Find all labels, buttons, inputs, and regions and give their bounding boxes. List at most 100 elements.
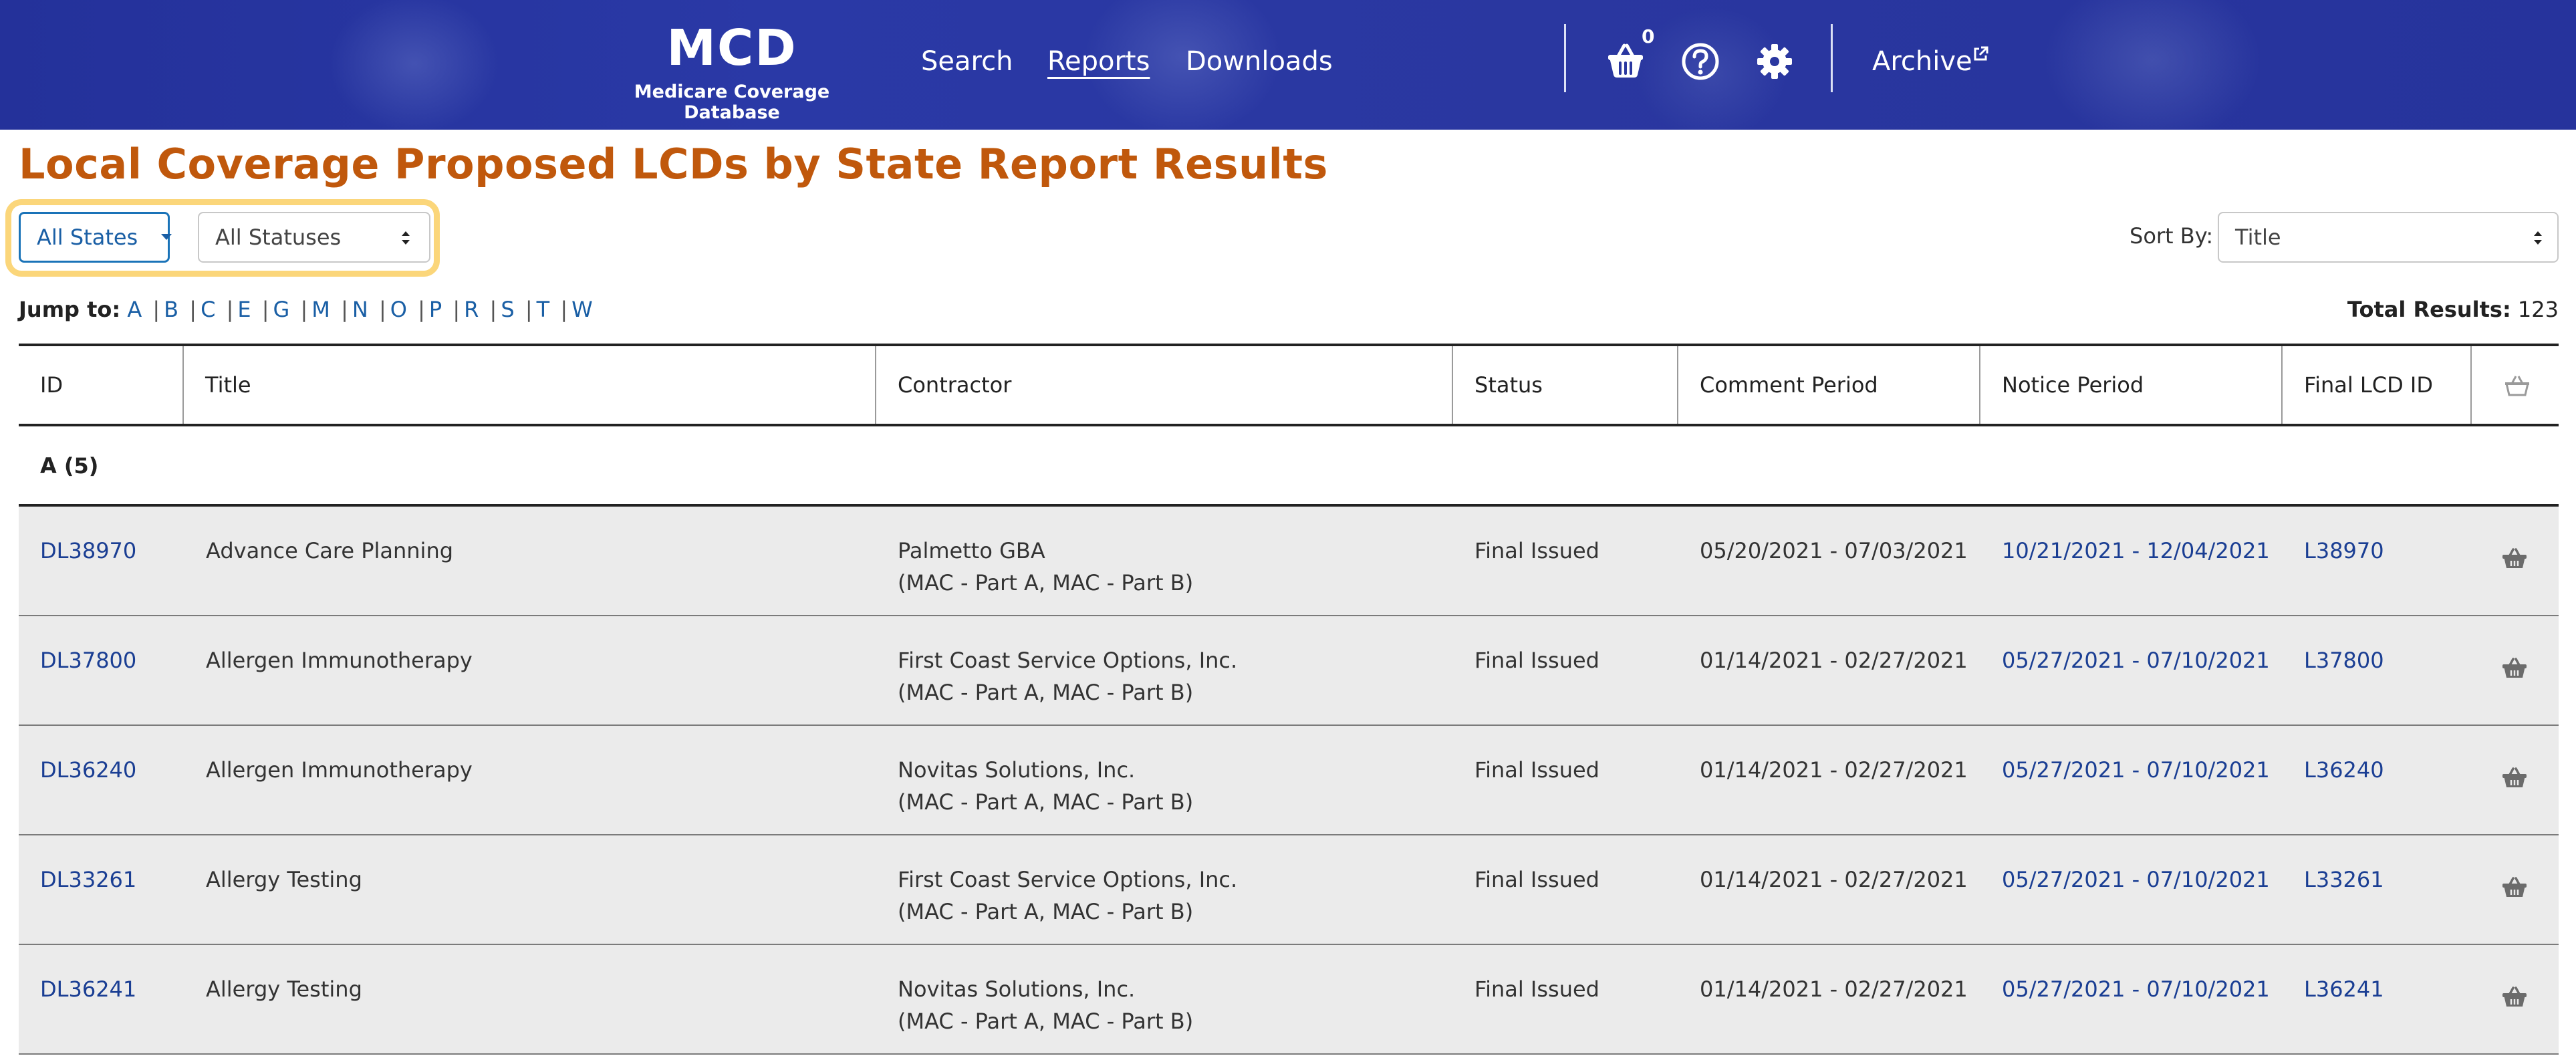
states-label: All States bbox=[37, 225, 138, 250]
basket-header-icon bbox=[2505, 376, 2529, 396]
filter-highlight bbox=[5, 199, 440, 277]
group-label: A (5) bbox=[40, 453, 99, 479]
final-lcd-link[interactable]: L33261 bbox=[2304, 867, 2384, 892]
notice-period-link[interactable]: 10/21/2021 - 12/04/2021 bbox=[2002, 538, 2270, 563]
notice-period-link[interactable]: 05/27/2021 - 07/10/2021 bbox=[2002, 976, 2270, 1002]
cart-icon[interactable] bbox=[1604, 40, 1647, 83]
contractor-name: First Coast Service Options, Inc. bbox=[898, 648, 1238, 673]
jump-letter-r[interactable]: R bbox=[464, 297, 479, 322]
contractor-cell: First Coast Service Options, Inc. (MAC -… bbox=[898, 864, 1237, 928]
jump-letter-b[interactable]: B bbox=[164, 297, 179, 322]
jump-letters: A | B | C | E | G | M | N | O | P | R | S | T | W bbox=[127, 297, 592, 322]
jump-letter-c[interactable]: C bbox=[201, 297, 216, 322]
jump-letter-e[interactable]: E bbox=[237, 297, 251, 322]
lcd-id-link[interactable]: DL38970 bbox=[40, 538, 137, 563]
contractor-cell: Novitas Solutions, Inc. (MAC - Part A, M… bbox=[898, 754, 1193, 818]
col-comment-period[interactable]: Comment Period bbox=[1678, 346, 1980, 424]
caret-down-icon bbox=[161, 234, 172, 240]
col-contractor[interactable]: Contractor bbox=[876, 346, 1453, 424]
jump-separator: | bbox=[525, 297, 533, 322]
cart-count-badge: 0 bbox=[1642, 25, 1655, 47]
jump-letter-o[interactable]: O bbox=[390, 297, 407, 322]
contractor-name: First Coast Service Options, Inc. bbox=[898, 867, 1238, 892]
logo-title: MCD bbox=[666, 19, 797, 77]
final-lcd-link[interactable]: L36241 bbox=[2304, 976, 2384, 1002]
notice-period-link[interactable]: 05/27/2021 - 07/10/2021 bbox=[2002, 757, 2270, 783]
add-to-basket-icon[interactable] bbox=[2501, 547, 2528, 571]
lcd-id-link[interactable]: DL36241 bbox=[40, 976, 137, 1002]
comment-period: 01/14/2021 - 02/27/2021 bbox=[1700, 648, 1968, 673]
jump-separator: | bbox=[226, 297, 234, 322]
final-lcd-link[interactable]: L37800 bbox=[2304, 648, 2384, 673]
jump-to-bar: Jump to: A | B | C | E | G | M | N | O | P | R | S… bbox=[19, 297, 593, 322]
all-states-dropdown[interactable]: All States bbox=[19, 212, 172, 263]
status-text: Final Issued bbox=[1474, 648, 1599, 673]
col-title[interactable]: Title bbox=[184, 346, 876, 424]
comment-period: 01/14/2021 - 02/27/2021 bbox=[1700, 867, 1968, 892]
notice-period-link[interactable]: 05/27/2021 - 07/10/2021 bbox=[2002, 867, 2270, 892]
jump-letter-m[interactable]: M bbox=[311, 297, 330, 322]
table-body: DL38970 Advance Care Planning Palmetto G… bbox=[19, 507, 2559, 1055]
lcd-title: Allergen Immunotherapy bbox=[206, 757, 473, 783]
sort-by-label: Sort By: bbox=[2130, 223, 2214, 249]
col-status[interactable]: Status bbox=[1453, 346, 1678, 424]
sort-by-select[interactable]: Title bbox=[2218, 212, 2559, 263]
jump-separator: | bbox=[261, 297, 269, 322]
jump-separator: | bbox=[341, 297, 348, 322]
jump-letter-t[interactable]: T bbox=[536, 297, 550, 322]
col-final-lcd-id[interactable]: Final LCD ID bbox=[2283, 346, 2472, 424]
lcd-id-link[interactable]: DL36240 bbox=[40, 757, 137, 783]
total-label: Total Results: bbox=[2347, 297, 2511, 322]
mcd-logo[interactable]: MCD Medicare Coverage Database bbox=[595, 20, 869, 123]
add-to-basket-icon[interactable] bbox=[2501, 985, 2528, 1009]
jump-letter-p[interactable]: P bbox=[428, 297, 442, 322]
total-results: Total Results: 123 bbox=[2347, 297, 2559, 322]
jump-separator: | bbox=[489, 297, 497, 322]
col-notice-period[interactable]: Notice Period bbox=[1980, 346, 2283, 424]
archive-link[interactable]: Archive bbox=[1872, 46, 1972, 77]
site-header: MCD Medicare Coverage Database Search Re… bbox=[0, 0, 2576, 130]
add-to-basket-icon[interactable] bbox=[2501, 656, 2528, 680]
jump-letter-w[interactable]: W bbox=[571, 297, 593, 322]
contractor-cell: Novitas Solutions, Inc. (MAC - Part A, M… bbox=[898, 973, 1193, 1037]
total-value: 123 bbox=[2517, 297, 2559, 322]
lcd-id-link[interactable]: DL33261 bbox=[40, 867, 137, 892]
jump-letter-n[interactable]: N bbox=[352, 297, 368, 322]
jump-separator: | bbox=[453, 297, 461, 322]
page-title: Local Coverage Proposed LCDs by State Re… bbox=[19, 140, 1328, 188]
nav-reports[interactable]: Reports bbox=[1047, 46, 1150, 77]
nav-search[interactable]: Search bbox=[921, 46, 1013, 77]
gear-icon[interactable] bbox=[1753, 40, 1796, 83]
col-cart bbox=[2472, 346, 2559, 424]
help-icon[interactable] bbox=[1679, 40, 1722, 83]
notice-period-link[interactable]: 05/27/2021 - 07/10/2021 bbox=[2002, 648, 2270, 673]
jump-letter-g[interactable]: G bbox=[273, 297, 290, 322]
jump-letter-a[interactable]: A bbox=[127, 297, 142, 322]
status-text: Final Issued bbox=[1474, 538, 1599, 563]
final-lcd-link[interactable]: L38970 bbox=[2304, 538, 2384, 563]
add-to-basket-icon[interactable] bbox=[2501, 766, 2528, 790]
final-lcd-link[interactable]: L36240 bbox=[2304, 757, 2384, 783]
comment-period: 01/14/2021 - 02/27/2021 bbox=[1700, 757, 1968, 783]
table-row: DL38970 Advance Care Planning Palmetto G… bbox=[19, 507, 2559, 616]
jump-separator: | bbox=[300, 297, 308, 322]
jump-letter-s[interactable]: S bbox=[501, 297, 515, 322]
external-link-icon bbox=[1974, 46, 1988, 61]
header-divider bbox=[1564, 24, 1566, 92]
jump-label: Jump to: bbox=[19, 297, 121, 322]
status-text: Final Issued bbox=[1474, 757, 1599, 783]
contractor-type: (MAC - Part A, MAC - Part B) bbox=[898, 570, 1194, 596]
add-to-basket-icon[interactable] bbox=[2501, 876, 2528, 900]
jump-separator: | bbox=[560, 297, 568, 322]
contractor-name: Novitas Solutions, Inc. bbox=[898, 976, 1136, 1002]
jump-separator: | bbox=[378, 297, 386, 322]
status-text: Final Issued bbox=[1474, 976, 1599, 1002]
nav-downloads[interactable]: Downloads bbox=[1186, 46, 1333, 77]
lcd-title: Advance Care Planning bbox=[206, 538, 454, 563]
table-row: DL36240 Allergen Immunotherapy Novitas S… bbox=[19, 726, 2559, 835]
lcd-id-link[interactable]: DL37800 bbox=[40, 648, 137, 673]
col-id[interactable]: ID bbox=[19, 346, 184, 424]
comment-period: 01/14/2021 - 02/27/2021 bbox=[1700, 976, 1968, 1002]
status-select[interactable]: All Statuses bbox=[198, 212, 430, 263]
table-row: DL37800 Allergen Immunotherapy First Coa… bbox=[19, 616, 2559, 726]
